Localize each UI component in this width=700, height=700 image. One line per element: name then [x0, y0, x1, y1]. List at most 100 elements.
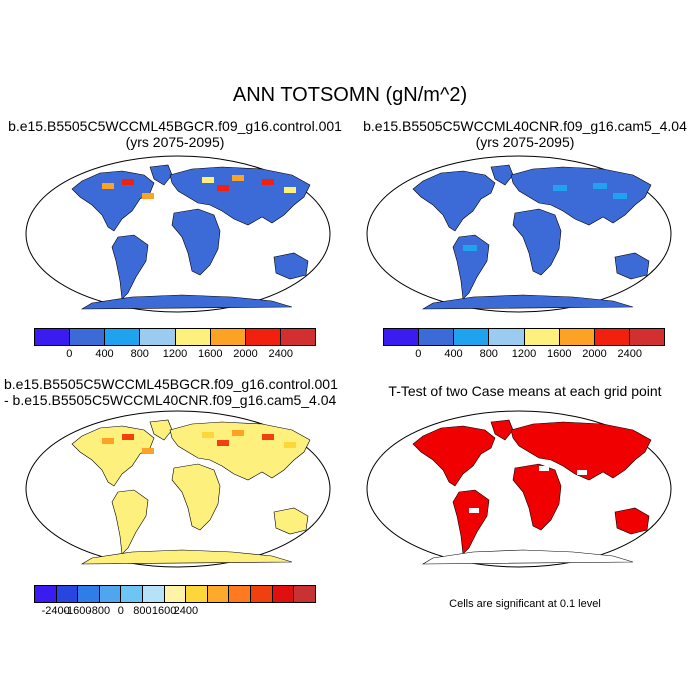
- significance-note: Cells are significant at 0.1 level: [449, 598, 601, 610]
- colorbar-panel3-tick-label: 2400: [173, 605, 199, 617]
- continent-shape: [490, 164, 514, 186]
- colorbar-panel2-box: [524, 329, 560, 345]
- map-hotspot: [142, 448, 154, 454]
- panel1-title-line1: b.e15.B5505C5WCCML45BGCR.f09_g16.control…: [8, 118, 342, 134]
- colorbar-panel1-box: [35, 329, 71, 345]
- map-hotspot: [613, 193, 627, 199]
- panel3-title-line1: b.e15.B5505C5WCCML45BGCR.f09_g16.control…: [4, 376, 338, 392]
- colorbar-panel3-box: [121, 586, 144, 602]
- continent-shape: [171, 208, 221, 276]
- panel2-title: b.e15.B5505C5WCCML40CNR.f09_g16.cam5_4.0…: [352, 118, 698, 150]
- colorbar-panel3-box: [207, 586, 230, 602]
- colorbar-panel3-box: [78, 586, 100, 602]
- map-hotspot: [102, 438, 114, 444]
- map-hotspot: [232, 430, 244, 436]
- colorbar-panel3-box: [186, 586, 208, 602]
- continent-shape: [421, 549, 634, 565]
- colorbar-panel3-tick-label: -800: [88, 605, 111, 617]
- map-hotspot: [202, 432, 214, 438]
- map-hotspot: [262, 179, 274, 185]
- colorbar-panel1-box: [280, 329, 315, 345]
- colorbar-panel2-box: [384, 329, 420, 345]
- map-panel3: [25, 410, 331, 568]
- colorbar-panel2-box: [454, 329, 490, 345]
- map-hotspot: [102, 183, 114, 189]
- colorbar-panel1-tick-label: 800: [130, 348, 149, 360]
- map-panel1: [25, 155, 331, 313]
- map-hotspot: [593, 183, 607, 189]
- colorbar-panel3-box: [294, 586, 315, 602]
- colorbar-panel1-box: [140, 329, 176, 345]
- colorbar-panel2-tick-label: 1200: [511, 348, 537, 360]
- map-panel4: [366, 410, 672, 568]
- colorbar-panel3: -2400 -1600 -800 0 800 1600 2400: [34, 585, 316, 617]
- map-hotspot: [553, 185, 567, 191]
- map-hotspot: [122, 434, 134, 440]
- continent-shape: [510, 166, 652, 226]
- panel3-title-line2: - b.e15.B5505C5WCCML40CNR.f09_g16.cam5_4…: [4, 392, 337, 408]
- colorbar-panel3-box: [229, 586, 252, 602]
- colorbar-panel1: 0 400 800 1200 1600 2000 2400: [34, 328, 316, 360]
- continent-shape: [452, 489, 490, 555]
- continent-shape: [149, 164, 173, 186]
- continent-shape: [80, 294, 293, 310]
- colorbar-panel2-boxes: [383, 328, 665, 346]
- continent-shape: [614, 252, 650, 280]
- colorbar-panel2-tick-label: 2000: [582, 348, 607, 360]
- panel4-title: T-Test of two Case means at each grid po…: [388, 383, 662, 399]
- panel1-title: b.e15.B5505C5WCCML45BGCR.f09_g16.control…: [0, 118, 350, 150]
- continent-shape: [273, 252, 309, 280]
- continent-shape: [171, 463, 221, 531]
- colorbar-panel1-tick-label: 1600: [198, 348, 223, 360]
- colorbar-panel2-tick-label: 400: [444, 348, 463, 360]
- map-hotspot: [284, 187, 296, 193]
- panel2-title-line2: (yrs 2075-2095): [475, 134, 575, 150]
- map-hotspot: [122, 179, 134, 185]
- colorbar-panel2-tick-label: 800: [479, 348, 498, 360]
- colorbar-panel1-tick-label: 1200: [162, 348, 188, 360]
- colorbar-panel3-tick-label: 1600: [151, 605, 177, 617]
- map-hotspot: [232, 175, 244, 181]
- colorbar-panel3-box: [272, 586, 295, 602]
- colorbar-panel1-box: [175, 329, 211, 345]
- colorbar-panel2-box: [594, 329, 630, 345]
- continent-shape: [71, 170, 155, 232]
- map-hotspot: [463, 245, 477, 251]
- colorbar-panel2-tick-label: 1600: [547, 348, 572, 360]
- continent-shape: [490, 419, 514, 441]
- map-nonsig-cells: [577, 470, 587, 475]
- colorbar-panel1-box: [70, 329, 106, 345]
- colorbar-panel2-box: [489, 329, 525, 345]
- colorbar-panel3-box: [99, 586, 122, 602]
- continent-shape: [111, 234, 149, 300]
- colorbar-panel3-box: [143, 586, 165, 602]
- continent-shape: [412, 425, 496, 487]
- map-hotspot: [262, 434, 274, 440]
- map-hotspot: [217, 440, 229, 446]
- continent-shape: [273, 507, 309, 535]
- map-hotspot: [142, 193, 154, 199]
- colorbar-panel1-box: [245, 329, 281, 345]
- continent-shape: [421, 294, 634, 310]
- colorbar-panel3-tick-label: -2400: [41, 605, 70, 617]
- continent-shape: [512, 208, 562, 276]
- map-nonsig-cells: [469, 508, 479, 513]
- colorbar-panel3-box: [164, 586, 187, 602]
- continent-shape: [71, 425, 155, 487]
- colorbar-panel1-tick-label: 0: [66, 348, 73, 360]
- colorbar-panel2-tick-label: 2400: [617, 348, 642, 360]
- colorbar-panel2-box: [559, 329, 595, 345]
- colorbar-panel1-boxes: [34, 328, 316, 346]
- colorbar-panel3-tick-label: -1600: [63, 605, 92, 617]
- colorbar-panel2: 0 400 800 1200 1600 2000 2400: [383, 328, 665, 360]
- map-hotspot: [202, 177, 214, 183]
- continent-shape: [614, 507, 650, 535]
- colorbar-panel3-box: [251, 586, 273, 602]
- panel1-title-line2: (yrs 2075-2095): [125, 134, 225, 150]
- map-panel2: [366, 155, 672, 313]
- map-nonsig-cells: [563, 478, 573, 483]
- colorbar-panel2-box: [629, 329, 664, 345]
- colorbar-panel1-box: [210, 329, 246, 345]
- colorbar-panel3-box: [35, 586, 57, 602]
- continent-shape: [111, 489, 149, 555]
